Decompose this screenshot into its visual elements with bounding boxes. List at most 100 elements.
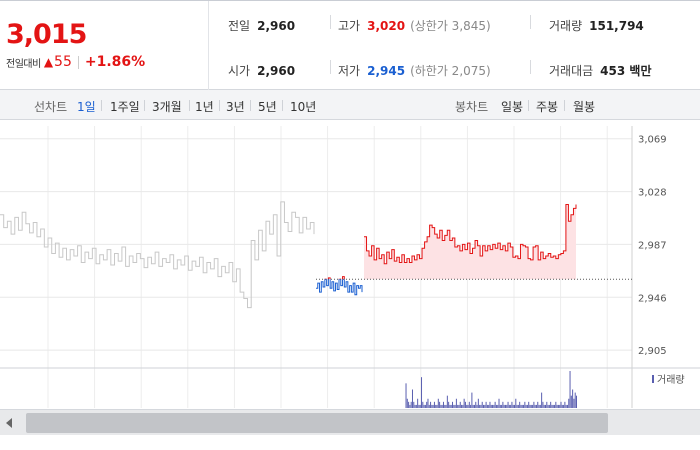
tab-divider (528, 100, 529, 111)
volume-bar (564, 401, 566, 408)
volume-bar (463, 398, 465, 408)
volume-bar (424, 404, 426, 408)
up-arrow-icon: ▲ (43, 55, 54, 69)
volume-bar (437, 398, 439, 408)
volume-bar (445, 404, 447, 408)
y-tick-label: 3,028 (638, 188, 667, 199)
volume-bar (538, 404, 540, 408)
stat-value: 2,945 (367, 64, 406, 78)
line-chart-label: 선차트 (34, 100, 68, 114)
stat-label: 시가 (228, 64, 251, 78)
volume-bar (565, 404, 567, 408)
volume-bar (517, 404, 519, 408)
volume-bar (489, 401, 491, 408)
volume-bar (551, 404, 553, 408)
volume-bar (524, 401, 526, 408)
price-box: 3,015 전일대비 ▲ 55 +1.86% (0, 1, 209, 90)
stat-label: 거래대금 (549, 64, 594, 78)
volume-bar (570, 395, 572, 408)
y-tick-label: 3,069 (638, 135, 667, 146)
y-tick-label: 2,946 (638, 293, 667, 304)
stat-label: 저가 (338, 64, 361, 78)
volume-bar (472, 404, 474, 408)
volume-bar (497, 404, 499, 408)
scroll-left-icon[interactable] (6, 418, 12, 428)
volume-bar (426, 401, 428, 408)
price-chart[interactable]: 3,069 3,028 2,987 2,946 2,905 거래량 (0, 121, 700, 411)
volume-bar (427, 398, 429, 408)
tab-10-year[interactable]: 10년 (290, 100, 317, 114)
volume-bar (539, 404, 541, 408)
volume-bar (573, 398, 575, 408)
volume-bar (428, 404, 430, 408)
volume-bar (568, 398, 570, 408)
volume-bar (410, 401, 412, 408)
volume-bar (485, 401, 487, 408)
series-prev-day-line (0, 201, 315, 309)
volume-bar (492, 404, 494, 408)
volume-bar (442, 401, 444, 408)
volume-bar (493, 404, 495, 408)
volume-bar (511, 401, 513, 408)
volume-bar (476, 404, 478, 408)
volume-bar (413, 401, 415, 408)
tab-divider (144, 100, 145, 111)
stat-sub: (상한가 3,845) (410, 19, 491, 33)
volume-bar (466, 404, 468, 408)
tab-3-year[interactable]: 3년 (226, 100, 245, 114)
volume-bar (495, 404, 497, 408)
y-tick-label: 2,987 (638, 240, 667, 251)
volume-bar (473, 404, 475, 408)
volume-bar (454, 404, 456, 408)
volume-bar (521, 404, 523, 408)
tab-daily-candle[interactable]: 일봉 (501, 100, 524, 114)
candle-chart-label: 봉차트 (455, 100, 489, 114)
volume-bar (470, 404, 472, 408)
tab-5-year[interactable]: 5년 (258, 100, 277, 114)
change-label: 전일대비 (6, 58, 41, 70)
tab-monthly-candle[interactable]: 월봉 (573, 100, 596, 114)
volume-bar (490, 404, 492, 408)
tab-1-day[interactable]: 1일 (77, 100, 96, 114)
volume-bar (557, 404, 559, 408)
chart-scrollbar[interactable] (0, 409, 700, 435)
volume-bar (448, 401, 450, 408)
stat-divider (330, 60, 331, 74)
volume-bar (409, 404, 411, 408)
volume-bar (431, 404, 433, 408)
tab-3-month[interactable]: 3개월 (152, 100, 182, 114)
stat-value: 3,020 (367, 19, 406, 33)
volume-bar (423, 404, 425, 408)
volume-bar (512, 404, 514, 408)
volume-bar (550, 401, 552, 408)
volume-bar (471, 392, 473, 408)
volume-bar (467, 404, 469, 408)
volume-bar (566, 404, 568, 408)
volume-bar (572, 389, 574, 408)
volume-bar (440, 404, 442, 408)
tab-weekly-candle[interactable]: 주봉 (536, 100, 559, 114)
volume-bar (415, 404, 417, 408)
volume-bar (507, 401, 509, 408)
volume-bar (532, 404, 534, 408)
volume-bar (459, 401, 461, 408)
tab-1-year[interactable]: 1년 (195, 100, 214, 114)
volume-bar (405, 383, 407, 408)
volume-bar (444, 404, 446, 408)
volume-bar (479, 404, 481, 408)
volume-bar (541, 392, 543, 408)
change-divider (77, 55, 79, 69)
volume-bar (411, 389, 413, 408)
volume-bar (533, 401, 535, 408)
stat-high: 고가 3,020 (상한가 3,845) (338, 17, 491, 34)
tab-divider (250, 100, 251, 111)
volume-bar (458, 404, 460, 408)
volume-bar (475, 401, 477, 408)
series-today-down-segment (316, 279, 363, 296)
scroll-thumb[interactable] (26, 413, 608, 433)
stat-value: 453 백만 (600, 64, 652, 78)
volume-bar (537, 401, 539, 408)
volume-bar (502, 401, 504, 408)
volume-bar (446, 395, 448, 408)
tab-1-week[interactable]: 1주일 (110, 100, 140, 114)
